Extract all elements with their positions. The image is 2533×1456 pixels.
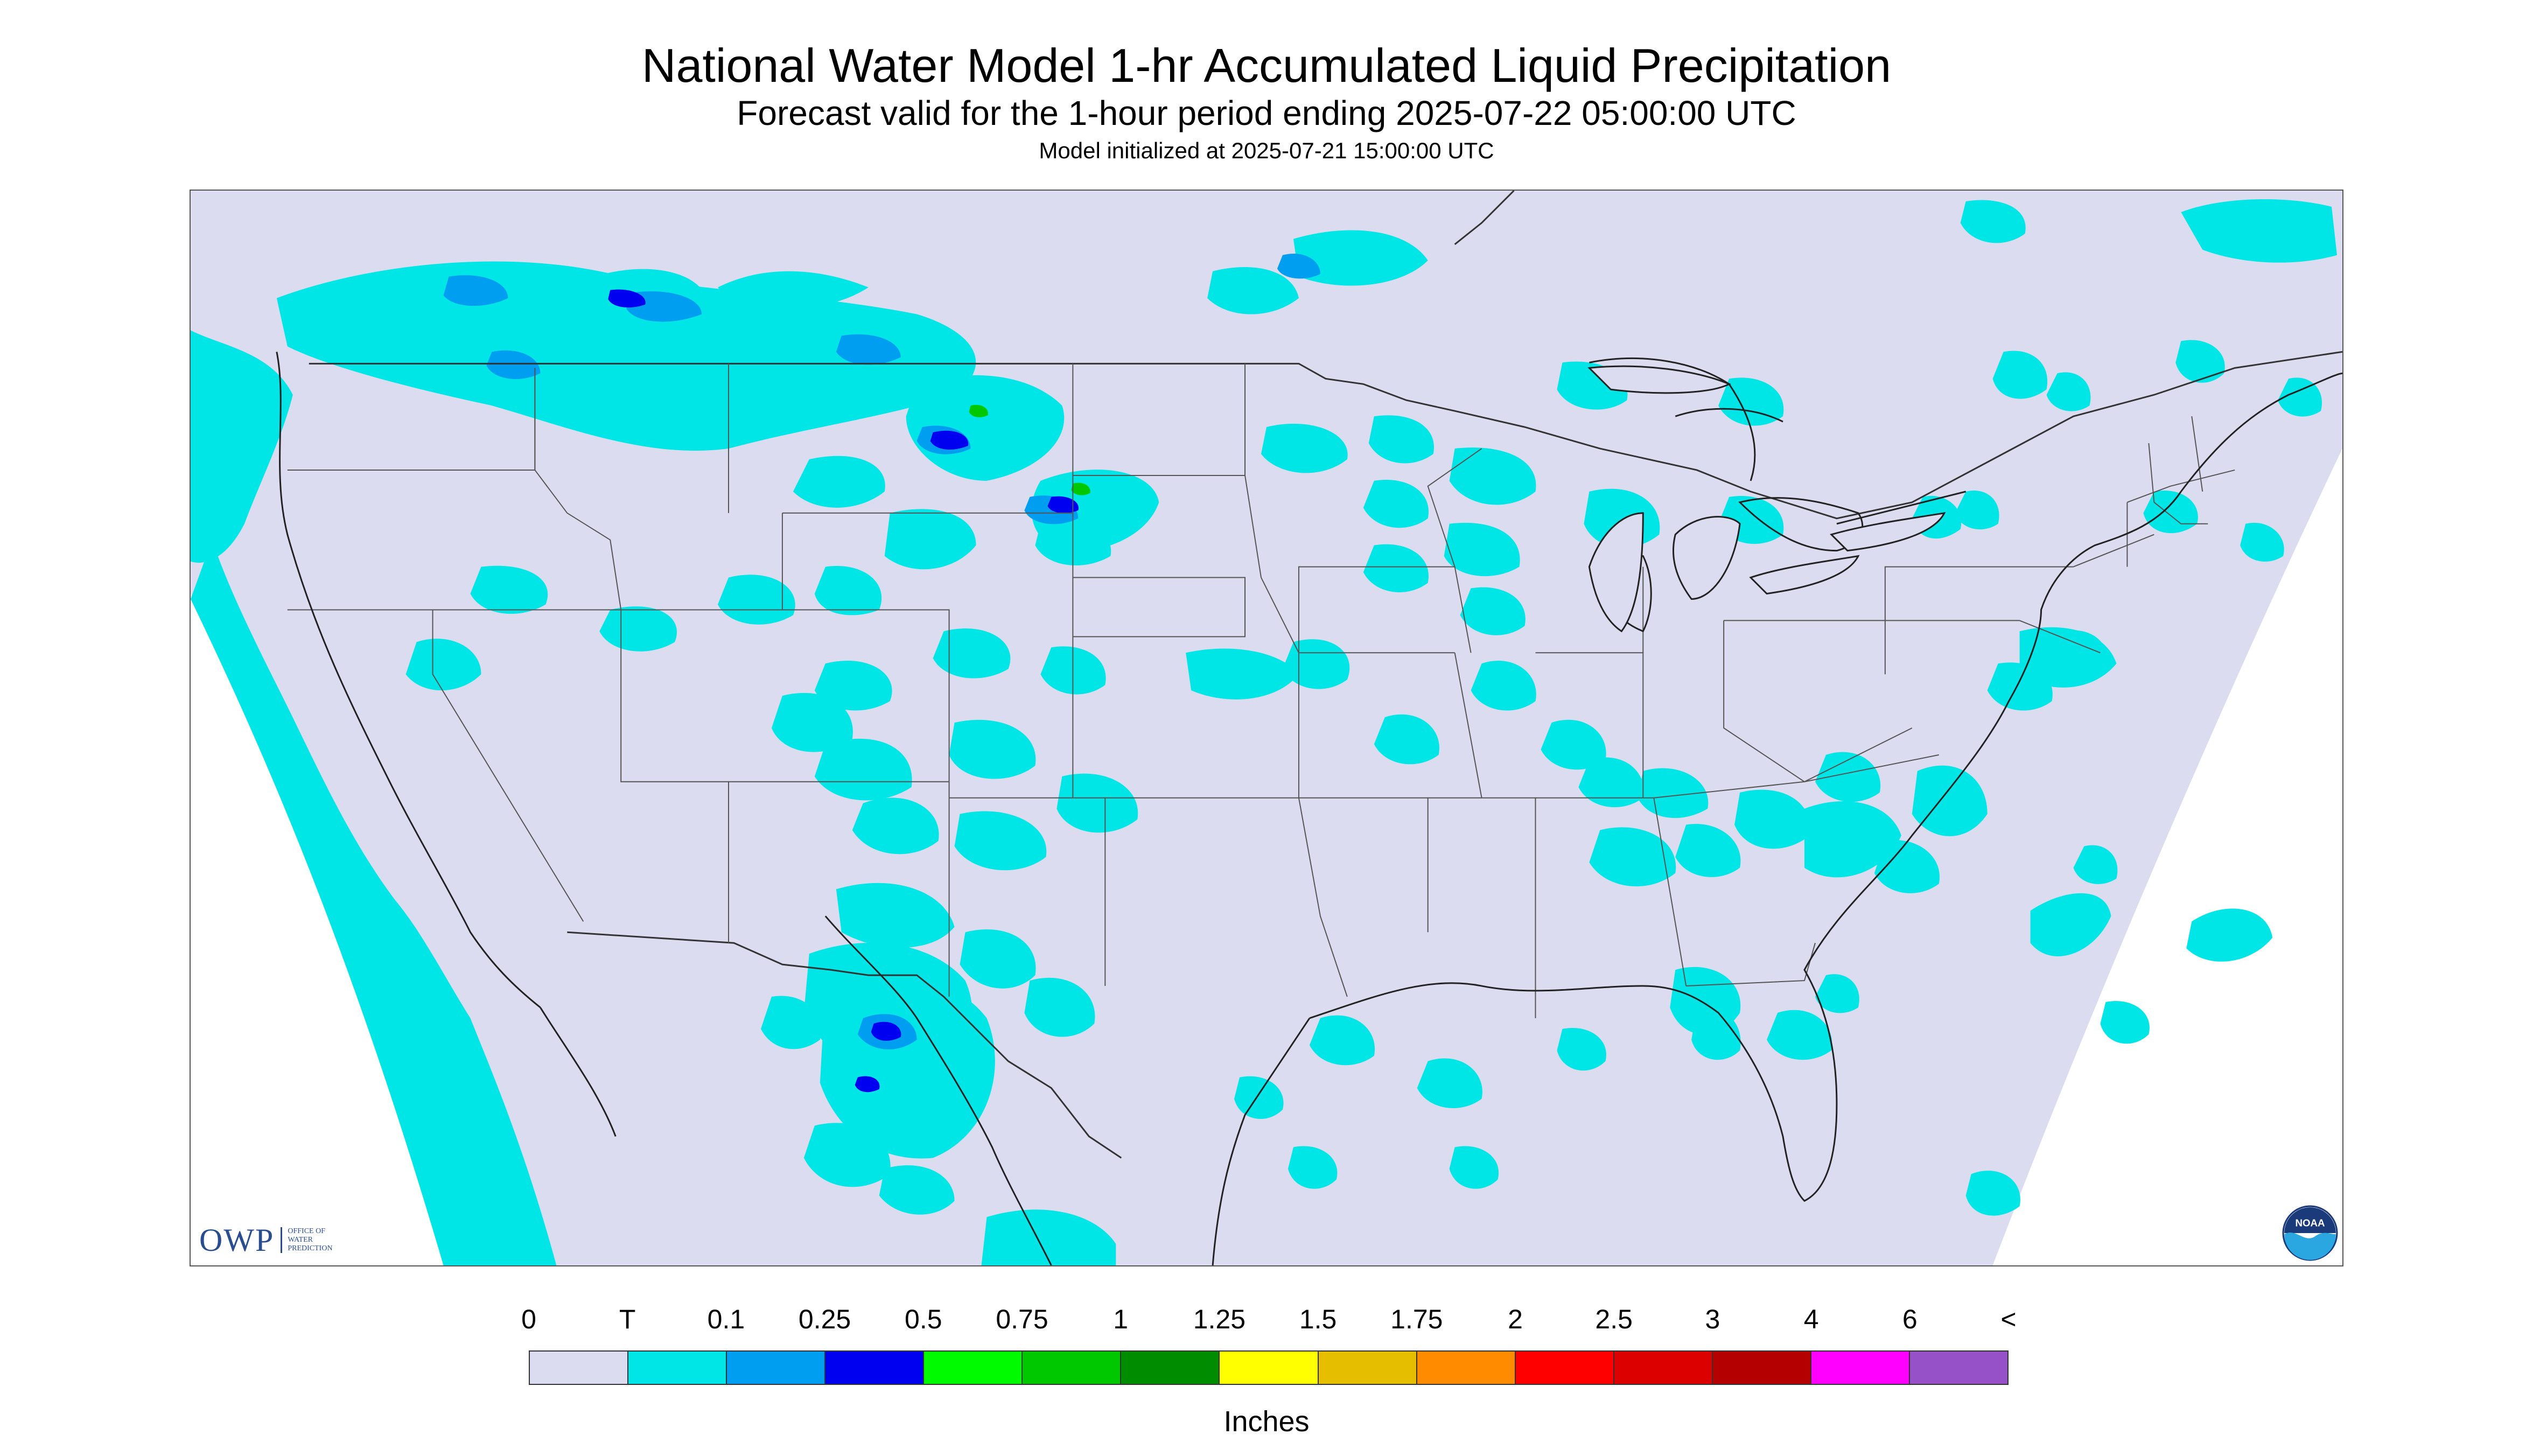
legend-swatch: [727, 1352, 826, 1384]
precip-green: [969, 404, 1090, 495]
country-borders: [309, 191, 2342, 1159]
legend-label: 1: [1113, 1304, 1129, 1334]
legend-label: 1.5: [1299, 1304, 1337, 1334]
legend-label: 0.25: [798, 1304, 851, 1334]
legend-swatch: [1614, 1352, 1713, 1384]
forecast-valid-time: Forecast valid for the 1-hour period end…: [737, 94, 1796, 132]
legend-swatch: [628, 1352, 727, 1384]
legend-label: 0.1: [707, 1304, 745, 1334]
owp-logo-text: OWP: [199, 1222, 275, 1258]
legend-swatch: [1811, 1352, 1910, 1384]
legend-label: 1.75: [1390, 1304, 1443, 1334]
outside-domain-right: [1992, 449, 2342, 1265]
precip-heavy: [608, 289, 1079, 1093]
legend-label: 0.5: [905, 1304, 942, 1334]
legend-swatch: [1515, 1352, 1614, 1384]
legend-swatch: [530, 1352, 629, 1384]
legend-label: 0.75: [996, 1304, 1048, 1334]
legend-label: T: [619, 1304, 636, 1334]
legend-label: 0: [521, 1304, 536, 1334]
precip-trace: [191, 199, 2338, 1265]
legend-swatch: [1318, 1352, 1417, 1384]
legend-label: 6: [1902, 1304, 1918, 1334]
legend-labels: 0 T 0.1 0.25 0.5 0.75 1 1.25 1.5 1.75 2 2.5 3 4 6 <: [0, 1303, 2533, 1341]
legend-swatch: [1220, 1352, 1319, 1384]
legend-swatch: [1712, 1352, 1811, 1384]
legend-swatch: [924, 1352, 1023, 1384]
legend-label: 2.5: [1595, 1304, 1633, 1334]
legend-label: 2: [1508, 1304, 1523, 1334]
precipitation-map: [190, 190, 2343, 1266]
legend-label: 3: [1705, 1304, 1720, 1334]
map-canvas: [191, 191, 2342, 1265]
owp-logo: OWP OFFICE OF WATER PREDICTION: [199, 1221, 347, 1259]
legend-label: <: [2000, 1304, 2017, 1334]
legend-label: 4: [1803, 1304, 1819, 1334]
legend-swatch: [1023, 1352, 1122, 1384]
legend-swatch: [1909, 1352, 2007, 1384]
owp-logo-subtext: OFFICE OF WATER PREDICTION: [281, 1227, 347, 1253]
noaa-logo: NOAA: [2282, 1205, 2338, 1261]
state-borders: [287, 363, 2235, 1018]
legend-swatch: [1417, 1352, 1516, 1384]
model-init-time: Model initialized at 2025-07-21 15:00:00…: [1039, 138, 1494, 163]
noaa-logo-text: NOAA: [2295, 1217, 2325, 1229]
precip-legend: [529, 1350, 2009, 1385]
legend-swatch: [825, 1352, 925, 1384]
great-lakes: [1587, 365, 1946, 633]
legend-label: 1.25: [1193, 1304, 1246, 1334]
legend-swatch: [1121, 1352, 1220, 1384]
map-title: National Water Model 1-hr Accumulated Li…: [641, 39, 1892, 92]
legend-units: Inches: [1223, 1405, 1310, 1438]
